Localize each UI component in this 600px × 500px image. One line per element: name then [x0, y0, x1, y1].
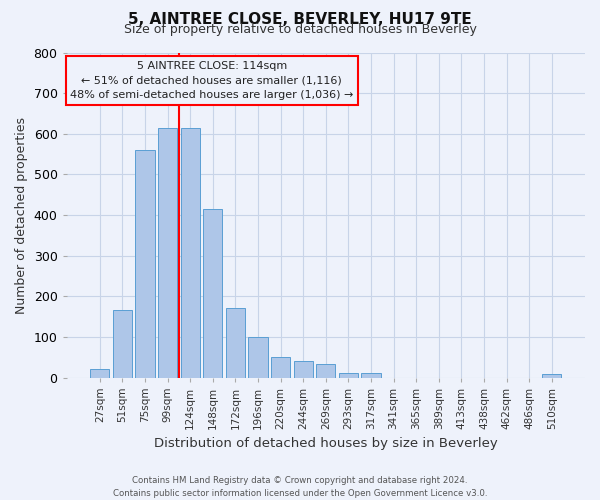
- Bar: [361, 372, 380, 378]
- Bar: [136, 150, 155, 378]
- Y-axis label: Number of detached properties: Number of detached properties: [15, 116, 28, 314]
- Bar: [339, 372, 358, 378]
- Bar: [542, 374, 562, 378]
- Bar: [158, 128, 177, 378]
- Bar: [113, 310, 132, 378]
- Text: Size of property relative to detached houses in Beverley: Size of property relative to detached ho…: [124, 22, 476, 36]
- Text: 5 AINTREE CLOSE: 114sqm
← 51% of detached houses are smaller (1,116)
48% of semi: 5 AINTREE CLOSE: 114sqm ← 51% of detache…: [70, 60, 353, 100]
- Text: Contains HM Land Registry data © Crown copyright and database right 2024.
Contai: Contains HM Land Registry data © Crown c…: [113, 476, 487, 498]
- Text: 5, AINTREE CLOSE, BEVERLEY, HU17 9TE: 5, AINTREE CLOSE, BEVERLEY, HU17 9TE: [128, 12, 472, 28]
- Bar: [203, 209, 223, 378]
- Bar: [226, 308, 245, 378]
- Bar: [271, 357, 290, 378]
- Bar: [90, 370, 109, 378]
- Bar: [181, 128, 200, 378]
- Bar: [293, 362, 313, 378]
- Bar: [248, 337, 268, 378]
- Bar: [316, 364, 335, 378]
- X-axis label: Distribution of detached houses by size in Beverley: Distribution of detached houses by size …: [154, 437, 497, 450]
